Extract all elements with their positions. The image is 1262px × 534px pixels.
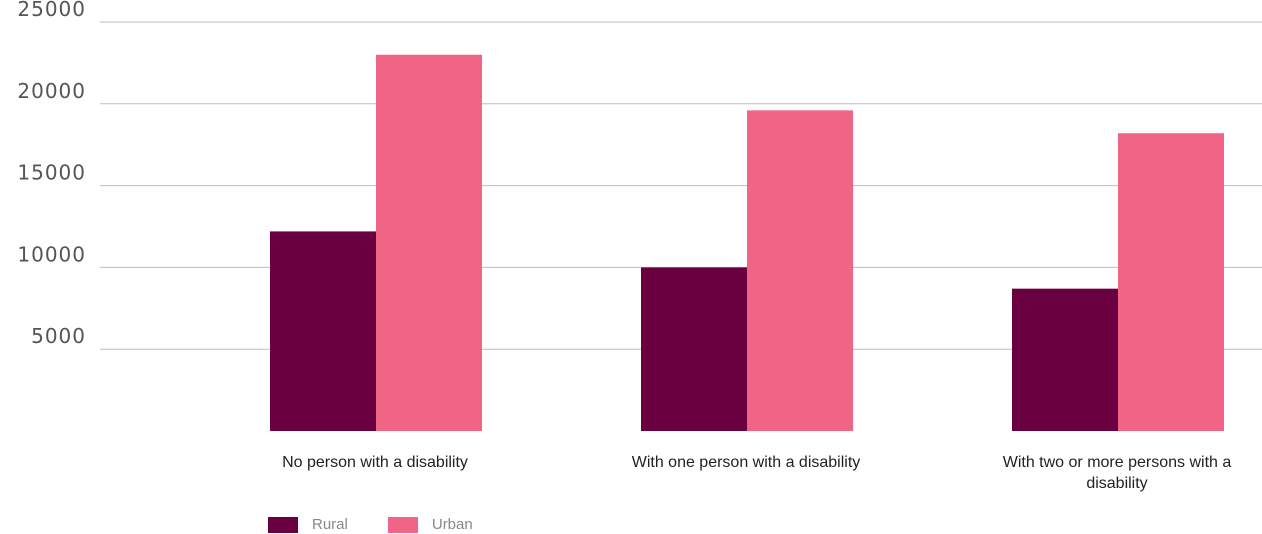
legend-label-rural: Rural	[312, 516, 348, 533]
bar-urban-1	[747, 110, 853, 432]
y-tick-label-25000: 25000	[17, 0, 86, 21]
bars	[270, 54, 1224, 432]
y-tick-label-10000: 10000	[17, 242, 86, 266]
bar-urban-2	[1118, 133, 1224, 432]
y-tick-label-15000: 15000	[17, 161, 86, 185]
category-label-2: With two or more persons with a disabili…	[1002, 454, 1232, 492]
legend-label-urban: Urban	[431, 516, 473, 533]
y-tick-label-20000: 20000	[17, 79, 86, 103]
y-tick-label-5000: 5000	[31, 324, 86, 348]
bar-urban-0	[376, 54, 482, 431]
bar-rural-0	[270, 231, 376, 431]
category-label-0: No person with a disability	[282, 454, 468, 471]
legend-item-urban: Urban	[387, 516, 473, 533]
legend-swatch-urban	[387, 516, 418, 533]
legend: Rural Urban	[268, 516, 513, 533]
legend-swatch-rural	[268, 516, 298, 533]
category-label-1: With one person with a disability	[631, 454, 861, 471]
bar-rural-1	[641, 267, 747, 431]
y-axis-ticks: 5000 10000 15000 20000 25000	[17, 0, 86, 348]
bar-rural-2	[1012, 288, 1118, 431]
legend-item-rural: Rural	[268, 516, 348, 533]
